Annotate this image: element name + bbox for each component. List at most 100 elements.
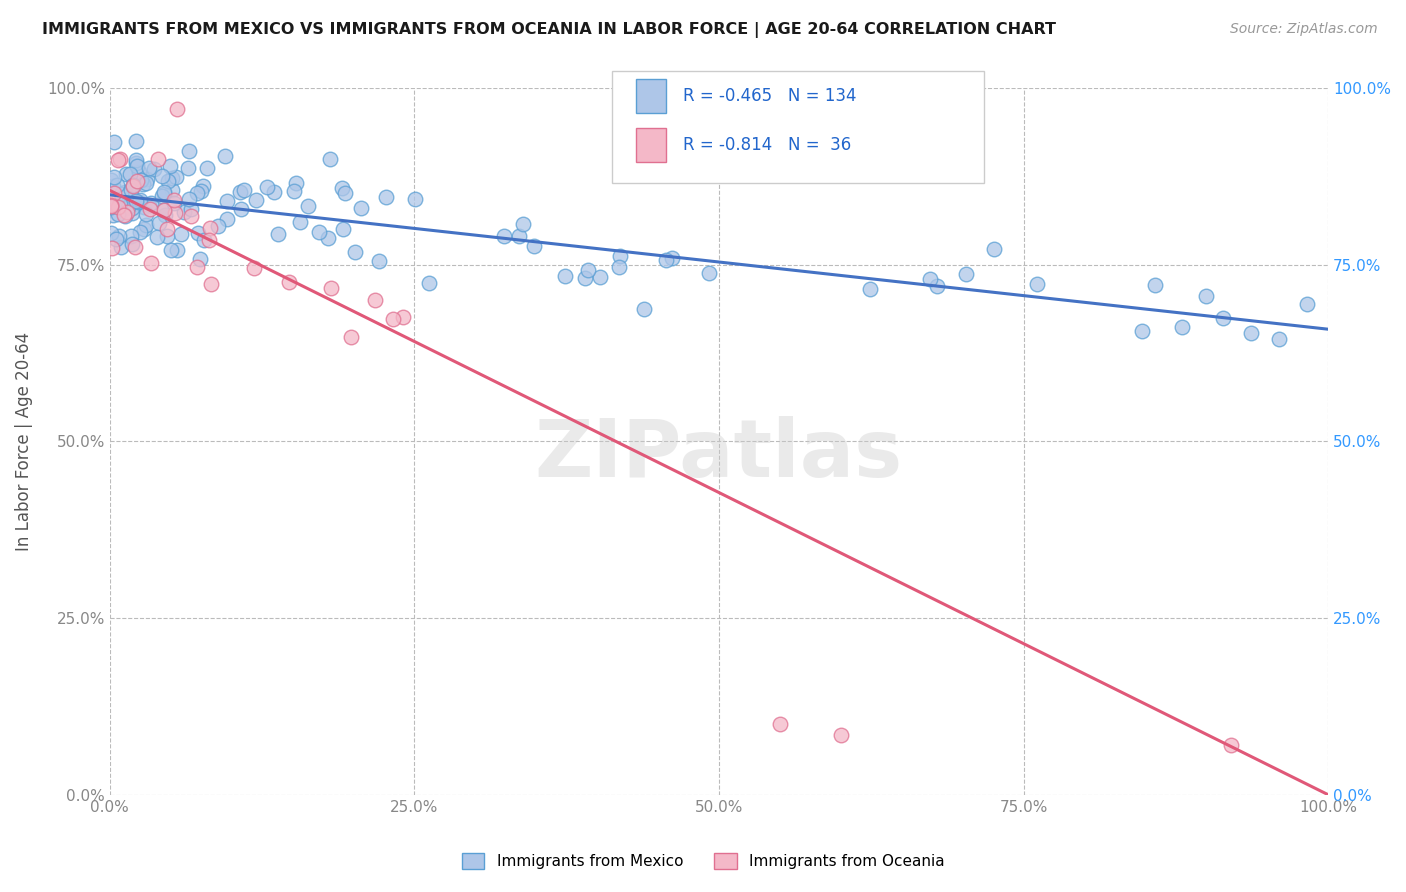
Point: [332, 222, 354, 236]
Point: [179, 192, 201, 206]
Point: [122, 179, 145, 194]
Point: [283, 184, 305, 198]
Point: [316, 231, 339, 245]
Point: [103, 186, 125, 200]
Point: [125, 194, 148, 208]
Point: [308, 225, 330, 239]
Point: [186, 186, 208, 201]
Point: [108, 228, 131, 243]
Point: [163, 193, 186, 207]
Point: [129, 225, 152, 239]
Point: [332, 181, 354, 195]
Point: [340, 330, 363, 344]
Point: [245, 193, 267, 207]
Point: [101, 208, 124, 222]
Point: [150, 169, 173, 183]
Point: [114, 185, 136, 199]
Point: [655, 252, 678, 267]
Point: [229, 202, 252, 216]
Point: [166, 244, 188, 258]
Point: [152, 185, 174, 199]
Point: [190, 184, 212, 198]
Point: [105, 178, 128, 193]
Point: [125, 134, 148, 148]
Point: [100, 241, 122, 255]
Point: [152, 203, 174, 218]
Point: [200, 277, 222, 292]
Point: [382, 311, 405, 326]
Point: [374, 190, 396, 204]
Point: [160, 244, 183, 258]
Point: [125, 153, 148, 167]
Point: [110, 186, 132, 201]
Point: [122, 197, 145, 211]
Point: [661, 251, 683, 265]
Point: [1219, 738, 1241, 752]
Point: [127, 194, 149, 209]
Point: [165, 169, 187, 184]
Point: [319, 281, 342, 295]
Point: [112, 208, 135, 222]
Point: [180, 209, 202, 223]
Point: [207, 219, 229, 234]
Point: [132, 200, 155, 214]
Point: [103, 178, 125, 193]
Text: R = -0.814   N =  36: R = -0.814 N = 36: [683, 136, 852, 154]
Point: [115, 204, 138, 219]
Point: [128, 165, 150, 179]
Point: [830, 728, 852, 742]
Point: [120, 167, 142, 181]
Text: R = -0.465   N = 134: R = -0.465 N = 134: [683, 87, 856, 105]
Point: [153, 202, 176, 217]
Point: [1143, 277, 1166, 292]
Point: [955, 268, 977, 282]
Point: [350, 201, 373, 215]
Point: [103, 170, 125, 185]
Point: [152, 187, 174, 202]
Point: [193, 233, 215, 247]
Point: [266, 227, 288, 241]
Point: [146, 230, 169, 244]
Point: [1267, 332, 1289, 346]
Point: [150, 189, 173, 203]
Point: [319, 152, 342, 166]
Point: [121, 206, 143, 220]
Point: [148, 152, 170, 166]
Point: [166, 102, 188, 116]
Point: [177, 161, 200, 175]
Point: [136, 172, 159, 186]
Point: [297, 199, 319, 213]
Point: [107, 153, 129, 168]
Point: [392, 310, 415, 324]
Point: [160, 171, 183, 186]
Point: [1296, 297, 1319, 311]
Point: [492, 228, 515, 243]
Point: [120, 229, 142, 244]
Point: [107, 207, 129, 221]
Point: [197, 233, 219, 247]
Point: [135, 176, 157, 190]
Point: [554, 269, 576, 284]
Point: [697, 266, 720, 280]
Point: [1026, 277, 1049, 291]
Point: [124, 240, 146, 254]
Point: [108, 152, 131, 166]
Point: [1132, 324, 1154, 338]
Point: [117, 200, 139, 214]
Point: [114, 209, 136, 223]
Point: [159, 159, 181, 173]
Point: [290, 215, 312, 229]
Point: [1195, 289, 1218, 303]
Point: [121, 201, 143, 215]
Point: [135, 219, 157, 233]
Point: [125, 155, 148, 169]
Point: [122, 178, 145, 192]
Point: [1212, 310, 1234, 325]
Point: [198, 220, 221, 235]
Point: [100, 198, 122, 212]
Point: [187, 226, 209, 240]
Point: [574, 270, 596, 285]
Point: [162, 182, 184, 196]
Point: [232, 183, 254, 197]
Point: [156, 222, 179, 236]
